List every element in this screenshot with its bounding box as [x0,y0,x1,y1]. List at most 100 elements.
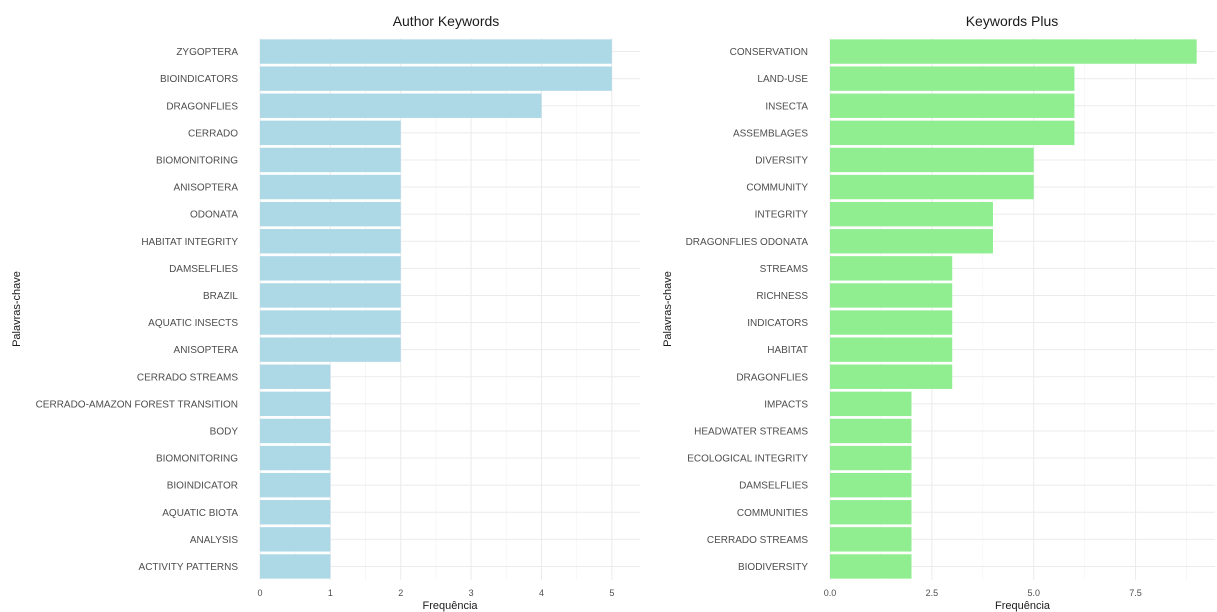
bar [260,256,401,281]
bar [830,283,953,308]
bar [830,66,1075,91]
bar [260,39,612,64]
bar [260,66,612,91]
y-tick-label: ANISOPTERA [174,345,239,356]
y-tick-label: ODONATA [190,210,238,221]
y-tick-label: ECOLOGICAL INTEGRITY [687,454,808,465]
chart-panel-1: ZYGOPTERA BIOINDICATORS DRAGONFLIES CERRADO… [11,13,640,612]
bar [260,174,401,200]
x-axis-label: Frequência [422,600,478,612]
bar [830,229,993,254]
y-tick-label: INSECTA [765,101,808,112]
bar [260,310,401,335]
y-tick-label: BIOMONITORING [156,454,238,465]
bar [830,527,912,552]
bar [260,418,331,444]
bar [830,256,953,281]
bar [260,201,401,227]
bar [830,337,953,362]
bar [830,445,912,471]
y-tick-label: DRAGONFLIES ODONATA [686,237,809,248]
y-tick-label: COMMUNITY [746,183,808,194]
y-tick-label: CERRADO [188,128,238,139]
chart-title: Keywords Plus [966,13,1059,29]
y-tick-label: ACTIVITY PATTERNS [139,562,239,573]
y-tick-label: AQUATIC INSECTS [148,318,238,329]
bar [830,500,912,525]
y-tick-label: CERRADO STREAMS [137,372,238,383]
y-tick-label: BIOINDICATORS [160,74,238,85]
x-tick-label: 7.5 [1129,588,1142,598]
bar [830,39,1197,64]
y-axis-label: Palavras-chave [11,271,23,347]
chart-title: Author Keywords [393,13,500,29]
y-tick-label: ASSEMBLAGES [733,128,808,139]
bar [260,445,331,471]
bar [830,310,953,335]
y-tick-label: CONSERVATION [730,47,808,58]
bar [260,527,331,552]
bar [260,337,401,362]
x-axis-label: Frequência [995,600,1051,612]
x-tick-label: 3 [469,588,474,598]
y-tick-label: BIOMONITORING [156,155,238,166]
x-tick-label: 2 [398,588,403,598]
y-tick-label: RICHNESS [756,291,808,302]
bar [260,364,331,389]
x-tick-label: 4 [539,588,544,598]
bar [260,283,401,308]
y-tick-label: CERRADO STREAMS [707,535,808,546]
y-tick-label: HEADWATER STREAMS [694,426,808,437]
bar [260,500,331,525]
bar [260,391,331,417]
y-tick-label: DRAGONFLIES [166,101,238,112]
y-tick-label: ANISOPTERA [174,183,239,194]
y-tick-label: CERRADO-AMAZON FOREST TRANSITION [36,399,238,410]
bar [260,472,331,498]
bar [830,201,993,227]
y-tick-label: DAMSELFLIES [169,264,238,275]
y-tick-label: DAMSELFLIES [739,481,808,492]
y-tick-label: AQUATIC BIOTA [162,508,238,519]
y-tick-label: IMPACTS [764,399,808,410]
y-tick-label: LAND-USE [757,74,808,85]
bar [830,147,1034,173]
y-tick-label: BRAZIL [203,291,238,302]
bar [260,229,401,254]
y-axis-label: Palavras-chave [662,271,674,347]
bar [830,364,953,389]
y-tick-label: INDICATORS [747,318,808,329]
x-tick-label: 1 [328,588,333,598]
y-tick-label: BIODIVERSITY [738,562,808,573]
y-tick-label: DIVERSITY [755,155,808,166]
x-tick-label: 5.0 [1027,588,1040,598]
x-tick-label: 0.0 [824,588,837,598]
bar [830,120,1075,146]
bar [260,147,401,173]
y-tick-label: COMMUNITIES [737,508,808,519]
bar [830,391,912,417]
bar [830,554,912,579]
bar [830,174,1034,200]
y-tick-label: ZYGOPTERA [176,47,238,58]
bar [830,472,912,498]
y-tick-label: HABITAT INTEGRITY [141,237,238,248]
y-tick-label: ANALYSIS [190,535,238,546]
y-tick-label: HABITAT [767,345,808,356]
bar [260,93,542,118]
bar [260,120,401,146]
y-tick-label: DRAGONFLIES [736,372,808,383]
bar [830,93,1075,118]
y-tick-label: STREAMS [760,264,809,275]
y-tick-label: INTEGRITY [755,210,809,221]
x-tick-label: 0 [257,588,262,598]
y-tick-label: BODY [210,426,239,437]
x-tick-label: 2.5 [926,588,939,598]
x-tick-label: 5 [609,588,614,598]
y-tick-label: BIOINDICATOR [167,481,238,492]
bar [830,418,912,444]
bar [260,554,331,579]
chart-panel-2: CONSERVATION LAND-USE INSECTA ASSEMBLAGES DI… [662,13,1215,612]
